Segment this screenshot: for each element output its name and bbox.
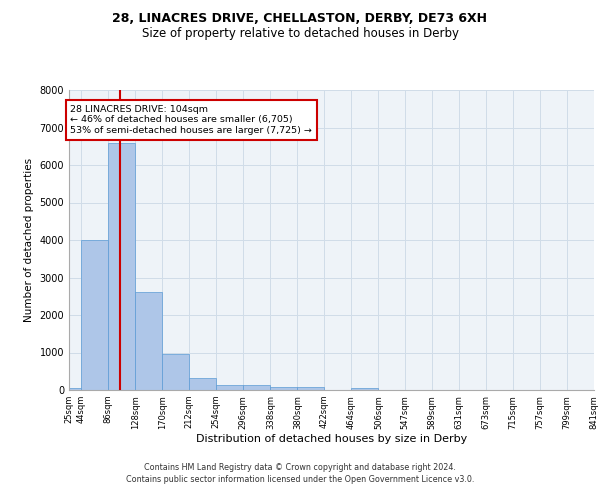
Bar xyxy=(217,385,244,390)
Bar xyxy=(162,354,190,390)
Bar xyxy=(135,292,162,390)
Text: Contains HM Land Registry data © Crown copyright and database right 2024.: Contains HM Land Registry data © Crown c… xyxy=(144,464,456,472)
Text: 28 LINACRES DRIVE: 104sqm
← 46% of detached houses are smaller (6,705)
53% of se: 28 LINACRES DRIVE: 104sqm ← 46% of detac… xyxy=(70,105,312,135)
Text: 28, LINACRES DRIVE, CHELLASTON, DERBY, DE73 6XH: 28, LINACRES DRIVE, CHELLASTON, DERBY, D… xyxy=(113,12,487,26)
Y-axis label: Number of detached properties: Number of detached properties xyxy=(24,158,34,322)
Bar xyxy=(190,378,217,390)
Bar xyxy=(108,142,135,390)
X-axis label: Distribution of detached houses by size in Derby: Distribution of detached houses by size … xyxy=(196,434,467,444)
Bar xyxy=(81,240,108,390)
Bar xyxy=(352,388,379,390)
Bar xyxy=(244,385,271,390)
Bar xyxy=(271,388,298,390)
Bar xyxy=(69,388,81,390)
Bar xyxy=(298,388,325,390)
Text: Size of property relative to detached houses in Derby: Size of property relative to detached ho… xyxy=(142,28,458,40)
Text: Contains public sector information licensed under the Open Government Licence v3: Contains public sector information licen… xyxy=(126,475,474,484)
